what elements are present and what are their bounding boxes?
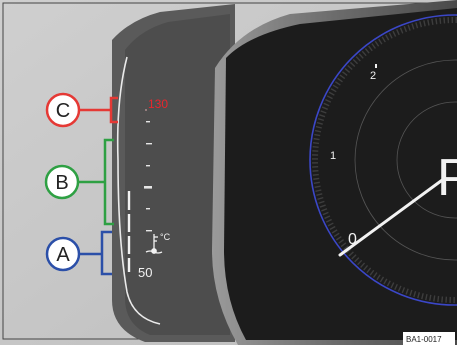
temp-unit: °C — [160, 232, 171, 242]
figure-ref: BA1-0017 — [406, 335, 442, 344]
callout-b: B — [44, 138, 114, 226]
scale-tick — [146, 121, 150, 123]
tachometer-ring — [309, 14, 457, 306]
temp-min-label: 50 — [138, 265, 152, 280]
tachometer-needle — [338, 176, 447, 257]
figure-ref-box — [403, 332, 455, 345]
gauge-outline-white — [116, 56, 161, 325]
callout-b-letter: B — [55, 172, 68, 194]
callout-a-letter: A — [56, 244, 70, 266]
tacho-red-tick — [375, 64, 377, 68]
temp-max-label: 130 — [148, 97, 168, 111]
tachometer-dial — [224, 8, 457, 340]
scale-tick — [146, 143, 152, 145]
scale-dot — [145, 109, 147, 111]
scale-tick — [146, 208, 150, 210]
coolant-temperature-icon — [145, 234, 163, 254]
scale-tick — [144, 186, 152, 189]
scale-tick — [146, 165, 150, 167]
temperature-scale — [144, 109, 152, 232]
tacho-label-1: 1 — [330, 150, 336, 162]
gear-indicator: P — [437, 149, 457, 207]
callout-c-letter: C — [56, 100, 70, 122]
callout-c: C — [45, 92, 118, 128]
callout-a: A — [45, 230, 112, 276]
gauge-face — [125, 14, 230, 335]
scale-tick — [146, 230, 152, 232]
tacho-label-0: 0 — [348, 231, 357, 248]
tacho-label-2: 2 — [370, 70, 376, 82]
